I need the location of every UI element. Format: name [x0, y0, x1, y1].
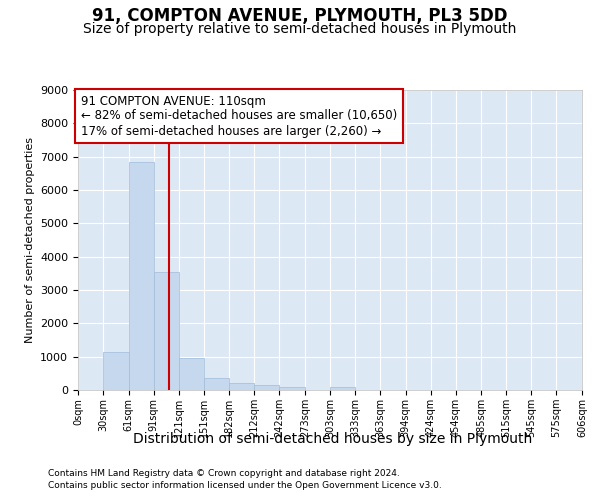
Text: Distribution of semi-detached houses by size in Plymouth: Distribution of semi-detached houses by … — [133, 432, 533, 446]
Text: Contains public sector information licensed under the Open Government Licence v3: Contains public sector information licen… — [48, 481, 442, 490]
Bar — [330, 386, 355, 390]
Y-axis label: Number of semi-detached properties: Number of semi-detached properties — [25, 137, 35, 343]
Bar — [154, 272, 179, 390]
Bar — [229, 384, 254, 390]
Text: 91, COMPTON AVENUE, PLYMOUTH, PL3 5DD: 91, COMPTON AVENUE, PLYMOUTH, PL3 5DD — [92, 8, 508, 26]
Text: 91 COMPTON AVENUE: 110sqm
← 82% of semi-detached houses are smaller (10,650)
17%: 91 COMPTON AVENUE: 110sqm ← 82% of semi-… — [80, 94, 397, 138]
Bar — [203, 378, 229, 390]
Bar — [254, 385, 279, 390]
Bar — [179, 358, 203, 390]
Bar — [103, 352, 129, 390]
Text: Size of property relative to semi-detached houses in Plymouth: Size of property relative to semi-detach… — [83, 22, 517, 36]
Bar — [129, 162, 154, 390]
Text: Contains HM Land Registry data © Crown copyright and database right 2024.: Contains HM Land Registry data © Crown c… — [48, 468, 400, 477]
Bar — [279, 386, 305, 390]
